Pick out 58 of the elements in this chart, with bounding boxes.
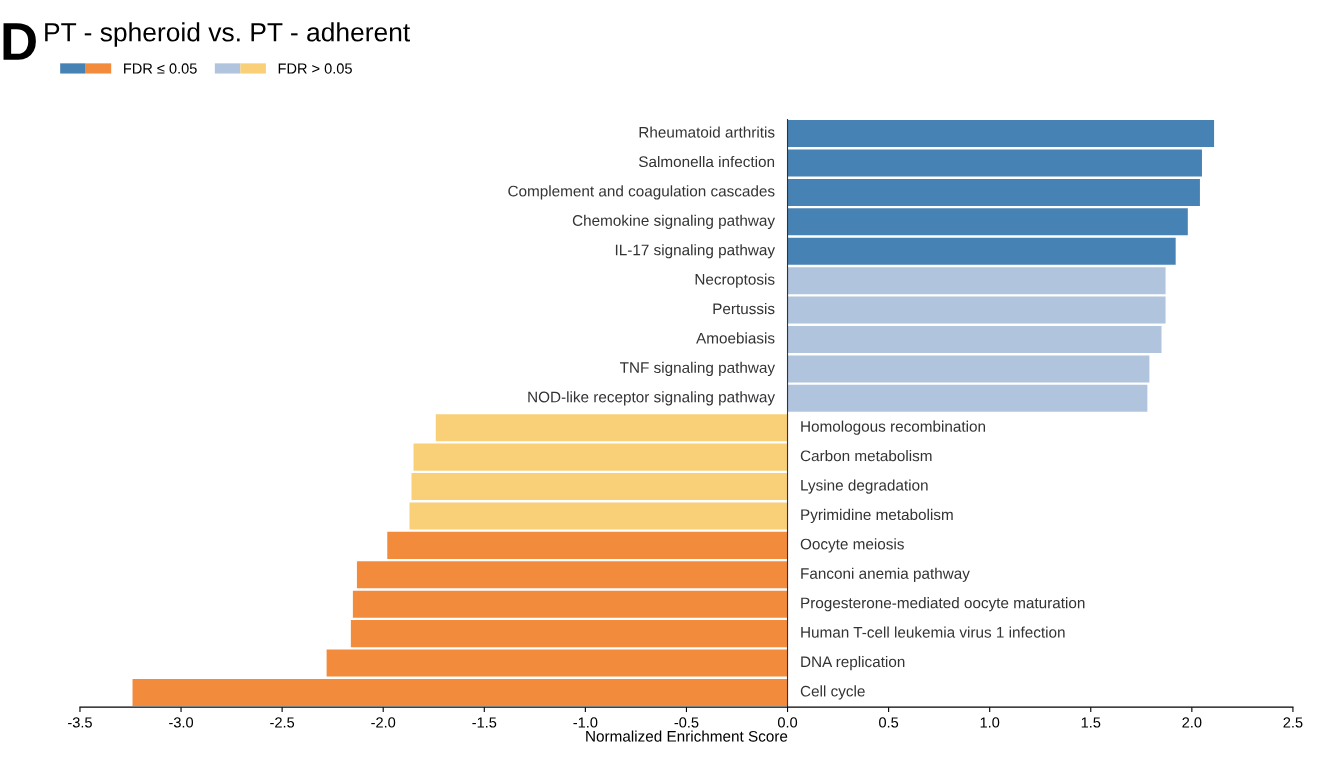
bar (411, 473, 788, 501)
y-tick-label: Chemokine signaling pathway (572, 214, 776, 229)
x-tick-label: 2.5 (1283, 717, 1303, 728)
bar (132, 678, 788, 706)
bar (787, 325, 1162, 354)
bar (413, 443, 788, 471)
x-tick-label: 1.0 (980, 717, 1000, 728)
y-tick-label: Homologous recombination (801, 420, 986, 435)
legend-label: FDR > 0.05 (278, 63, 352, 74)
x-axis-title: Normalized Enrichment Score (586, 730, 788, 742)
bar (787, 267, 1166, 295)
x-tick-label: -2.0 (371, 717, 396, 728)
x-tick-label: -1.5 (472, 717, 497, 728)
y-tick-label: Oocyte meiosis (800, 538, 904, 553)
y-tick-label: TNF signaling pathway (619, 361, 776, 377)
bar (787, 149, 1202, 177)
bar (435, 414, 788, 442)
x-tick-label: 1.5 (1081, 717, 1101, 728)
x-tick-label: -0.5 (674, 717, 699, 728)
x-tick-label: -3.5 (68, 717, 92, 728)
x-tick-label: 0.0 (777, 717, 798, 728)
y-tick-label: DNA replication (801, 655, 905, 671)
bar (352, 590, 788, 618)
bar (356, 561, 788, 589)
y-tick-label: Pyrimidine metabolism (801, 508, 953, 524)
y-tick-label: Fanconi anemia pathway (801, 567, 970, 582)
x-tick-label: -1.0 (573, 717, 598, 728)
bar (326, 649, 788, 677)
y-tick-label: Salmonella infection (639, 155, 775, 168)
y-tick-label: Rheumatoid arthritis (639, 126, 775, 138)
chart-title: PT - spheroid vs. PT - adherent (45, 22, 411, 47)
bar (787, 237, 1176, 265)
legend-label: FDR ≤ 0.05 (124, 63, 197, 74)
bar (787, 208, 1188, 236)
bar (787, 120, 1215, 148)
bar (787, 355, 1150, 383)
y-tick-label: NOD-like receptor signaling pathway (528, 391, 776, 406)
bar (787, 178, 1200, 206)
x-tick-label: -2.5 (270, 717, 295, 728)
y-tick-label: Amoebiasis (696, 332, 775, 344)
bar (787, 384, 1148, 412)
y-tick-label: IL-17 signaling pathway (615, 244, 776, 259)
y-tick-label: Cell cycle (800, 685, 865, 700)
bar (350, 620, 788, 648)
y-tick-label: Complement and coagulation cascades (508, 185, 775, 200)
y-tick-label: Human T-cell leukemia virus 1 infection (801, 626, 1065, 638)
bar (387, 531, 788, 559)
x-tick-label: 0.5 (879, 717, 899, 728)
y-tick-label: Necroptosis (695, 273, 775, 288)
bar (787, 296, 1166, 324)
text: D (3, 23, 36, 60)
bar (409, 502, 788, 530)
x-tick-label: 2.0 (1182, 717, 1202, 728)
y-tick-label: Lysine degradation (801, 479, 928, 494)
y-tick-label: Pertussis (713, 302, 775, 315)
y-tick-label: Carbon metabolism (800, 450, 932, 462)
x-tick-label: -3.0 (169, 717, 194, 728)
y-tick-label: Progesterone-mediated oocyte maturation (801, 597, 1085, 612)
